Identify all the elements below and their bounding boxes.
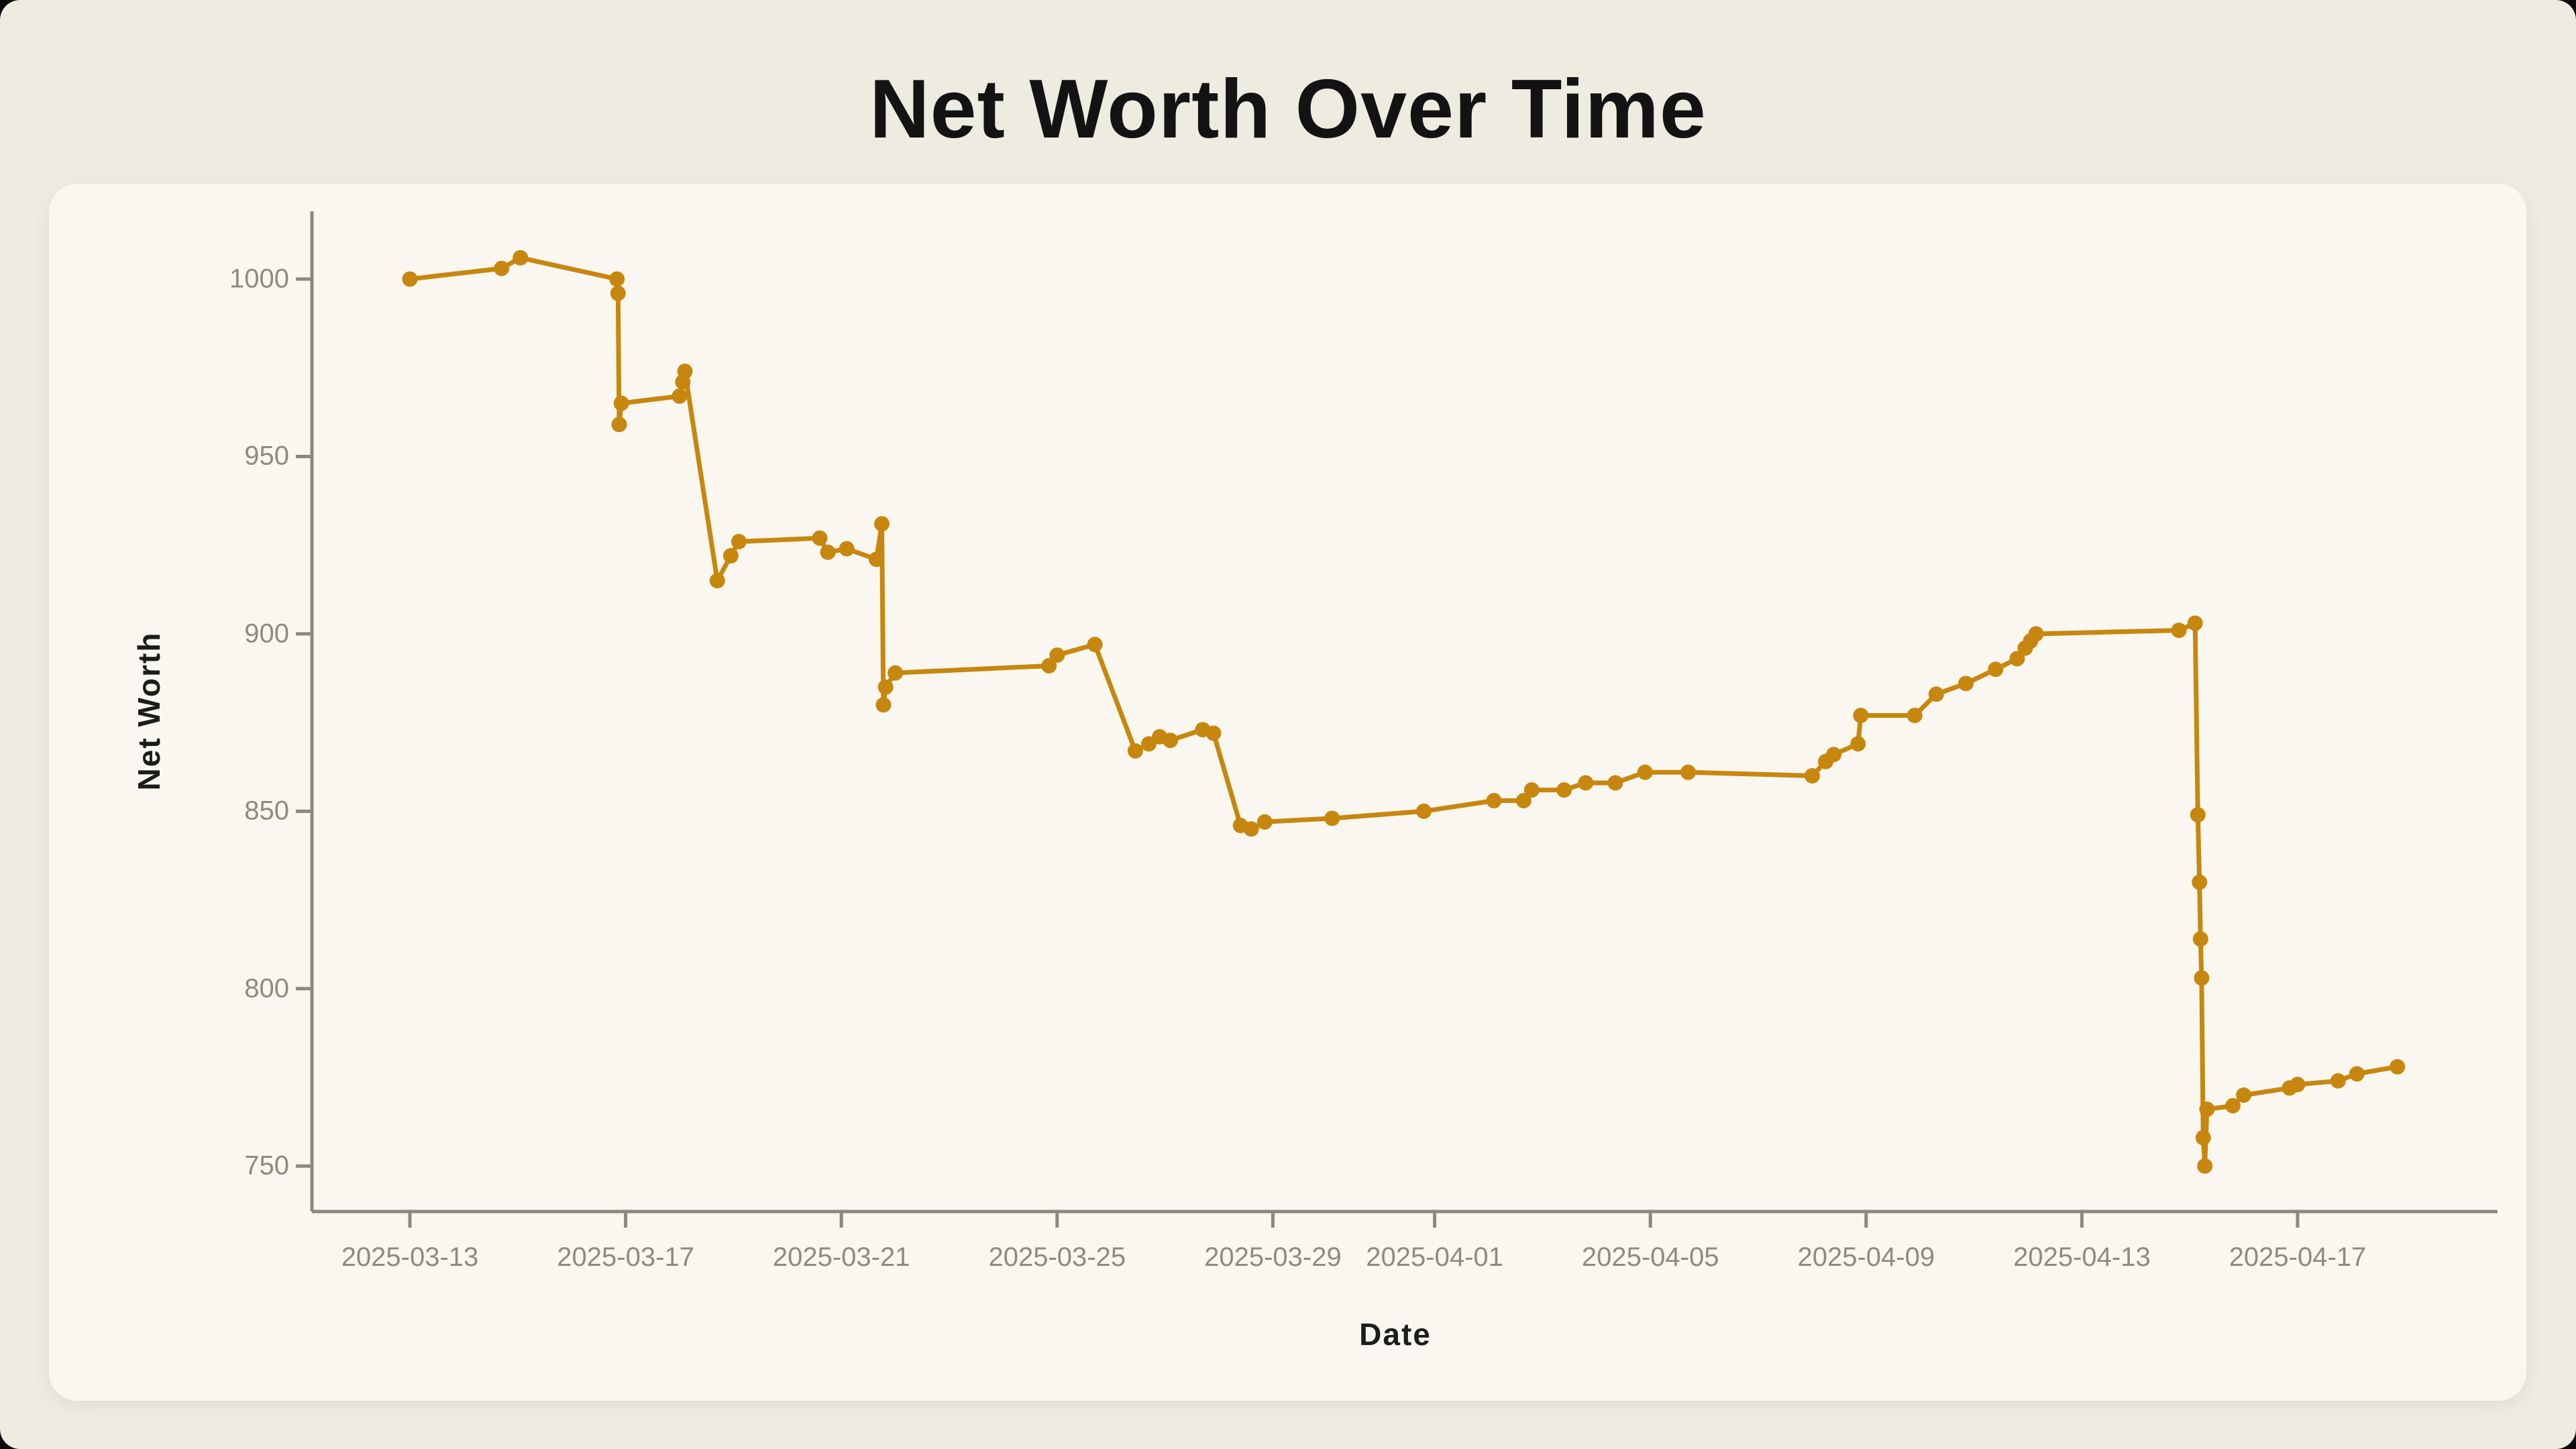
data-point — [677, 364, 693, 379]
data-point — [731, 533, 747, 549]
data-point — [2290, 1077, 2306, 1093]
data-point — [2236, 1087, 2252, 1103]
net-worth-line — [407, 255, 2400, 1169]
data-point — [2195, 1130, 2211, 1146]
data-point — [2192, 874, 2208, 890]
data-point — [2187, 615, 2203, 631]
data-point — [672, 388, 688, 404]
y-tick-label: 800 — [244, 973, 289, 1004]
data-point — [1826, 747, 1842, 763]
data-point — [2330, 1073, 2346, 1089]
data-point — [513, 250, 529, 266]
data-point — [1486, 793, 1502, 808]
data-point — [875, 697, 892, 713]
data-point — [2199, 1102, 2215, 1118]
data-point — [1416, 803, 1432, 819]
data-point — [869, 551, 884, 568]
data-point — [1928, 686, 1944, 702]
data-point — [1850, 736, 1866, 752]
data-point — [2192, 931, 2208, 947]
y-tick-label: 750 — [244, 1150, 289, 1181]
x-tick-label: 2025-03-25 — [988, 1242, 1126, 1272]
data-point — [1853, 708, 1869, 723]
data-point — [1243, 821, 1259, 837]
x-tick-label: 2025-03-13 — [341, 1242, 479, 1272]
data-point — [609, 271, 625, 287]
chart-title: Net Worth Over Time — [869, 63, 1707, 156]
data-point — [2197, 1158, 2213, 1174]
data-point — [1256, 814, 1273, 830]
y-tick-label: 850 — [244, 796, 289, 826]
data-point — [610, 285, 626, 301]
x-tick-label: 2025-03-17 — [557, 1242, 694, 1272]
data-point — [1637, 764, 1653, 780]
x-tick-label: 2025-04-05 — [1581, 1242, 1719, 1272]
data-point — [1556, 782, 1572, 798]
y-tick-label: 900 — [244, 619, 289, 649]
data-point — [1988, 661, 2004, 678]
data-point — [1578, 775, 1594, 791]
data-point — [888, 665, 904, 681]
data-point — [2190, 807, 2206, 823]
data-point — [874, 516, 890, 532]
x-tick-label: 2025-04-13 — [2013, 1242, 2151, 1272]
data-point — [1163, 733, 1179, 749]
data-point — [1515, 793, 1532, 808]
chart-card — [49, 184, 2526, 1401]
data-point — [2390, 1059, 2406, 1075]
data-point — [709, 573, 725, 589]
x-tick-label: 2025-04-01 — [1366, 1242, 1503, 1272]
data-point — [2225, 1097, 2241, 1114]
data-point — [1324, 810, 1340, 826]
x-tick-label: 2025-03-29 — [1204, 1242, 1342, 1272]
data-point — [1087, 637, 1103, 653]
data-point — [820, 544, 836, 560]
x-tick-label: 2025-04-09 — [1797, 1242, 1935, 1272]
data-point — [1049, 647, 1065, 663]
data-point — [2028, 626, 2044, 642]
data-point — [722, 548, 739, 564]
y-tick-label: 950 — [244, 441, 289, 471]
x-tick-label: 2025-03-21 — [772, 1242, 910, 1272]
data-point — [613, 395, 629, 411]
data-point — [1127, 743, 1143, 759]
data-point — [1607, 775, 1623, 791]
data-point — [611, 417, 627, 433]
data-point — [2349, 1066, 2365, 1082]
data-point — [1523, 782, 1540, 798]
data-point — [1205, 725, 1222, 741]
data-point — [1680, 764, 1696, 780]
data-point — [812, 530, 828, 546]
y-tick-label: 1000 — [229, 264, 289, 294]
y-axis-title: Net Worth — [131, 631, 166, 791]
data-point — [1907, 708, 1923, 723]
data-point — [2194, 970, 2210, 986]
data-point — [2009, 651, 2025, 667]
data-point — [2171, 623, 2187, 639]
data-point — [494, 260, 510, 276]
data-point — [839, 541, 855, 557]
data-point — [1804, 768, 1820, 784]
data-point — [402, 271, 418, 287]
x-axis-title: Date — [1359, 1317, 1432, 1352]
x-tick-label: 2025-04-17 — [2229, 1242, 2367, 1272]
data-point — [877, 679, 894, 695]
data-point — [1958, 676, 1974, 692]
data-point — [1041, 658, 1057, 674]
